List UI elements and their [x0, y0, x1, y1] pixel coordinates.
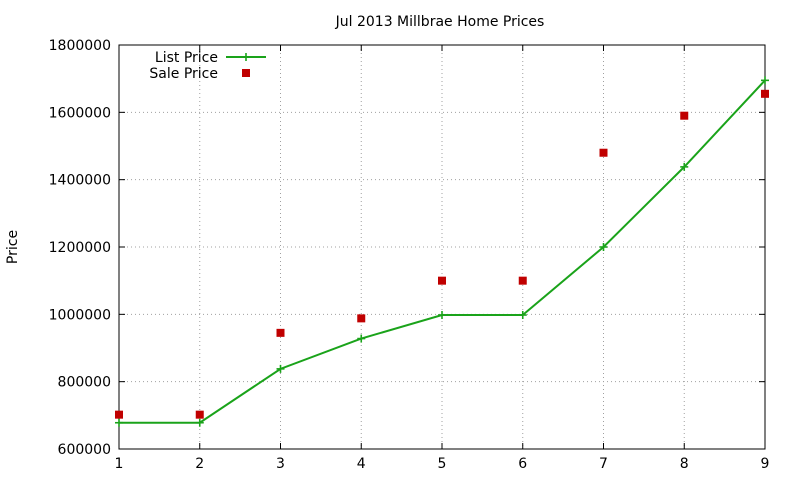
y-tick-label: 1200000 [49, 240, 111, 256]
plot-frame [118, 44, 766, 450]
list-price-point [438, 311, 446, 320]
list-price-point [357, 334, 366, 343]
y-tick-label: 600000 [58, 442, 111, 458]
sale-price-point [357, 314, 366, 323]
legend-plus-marker [242, 53, 250, 61]
series-list-price [115, 76, 769, 427]
x-tick-label: 7 [599, 456, 608, 472]
x-tick-label: 1 [115, 456, 124, 472]
sale-price-point [438, 276, 446, 285]
series-group [115, 76, 769, 427]
list-price-line [119, 79, 766, 424]
sale-price-point [115, 410, 123, 419]
sale-price-point [195, 410, 204, 419]
series-sale-price [115, 89, 769, 419]
y-tick-label: 800000 [58, 375, 111, 391]
list-price-point [599, 243, 608, 251]
list-price-point [115, 418, 123, 427]
y-tick-label: 1800000 [49, 38, 111, 54]
list-price-point [680, 162, 689, 171]
x-tick-label: 2 [195, 456, 204, 472]
y-tick-label: 1400000 [49, 173, 111, 189]
x-tick-label: 8 [680, 456, 689, 472]
sale-price-point [599, 148, 608, 157]
x-tick-label: 6 [518, 456, 527, 472]
list-price-point [195, 418, 204, 427]
y-tick-label: 1600000 [49, 105, 111, 121]
y-axis-label: Price [5, 230, 21, 264]
list-price-point [276, 364, 285, 373]
x-tick-label: 9 [761, 456, 770, 472]
list-price-point [761, 76, 769, 85]
legend-label: List Price [155, 50, 218, 66]
list-price-point [518, 311, 527, 320]
y-tick-label: 1000000 [49, 307, 111, 323]
legend-label: Sale Price [149, 66, 218, 82]
x-tick-label: 3 [276, 456, 285, 472]
sale-price-point [518, 276, 527, 285]
axis-ticks: 600000 800000 1000000 1200000 1400000 1600000… [49, 38, 770, 472]
sale-price-point [680, 111, 689, 120]
chart-title: Jul 2013 Millbrae Home Prices [335, 14, 545, 30]
grid-lines [119, 45, 765, 449]
sale-price-point [276, 328, 285, 337]
x-tick-label: 4 [357, 456, 366, 472]
x-tick-label: 5 [438, 456, 447, 472]
sale-price-point [761, 89, 769, 98]
legend-square-swatch [242, 69, 250, 77]
